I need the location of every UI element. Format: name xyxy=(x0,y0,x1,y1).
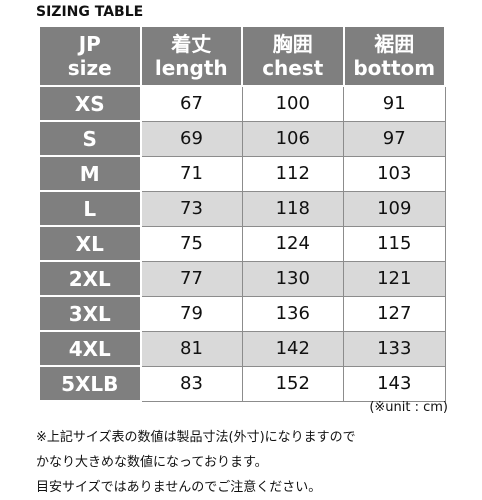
header-line: length xyxy=(154,56,228,80)
size-cell: M xyxy=(38,155,142,192)
size-cell: XL xyxy=(38,225,142,262)
table-row: XL 75 124 115 xyxy=(38,225,446,262)
value-cell: 152 xyxy=(241,365,344,402)
value-cell: 143 xyxy=(343,365,446,402)
header-row: JP size 着丈 length 胸囲 chest 裾囲 bottom xyxy=(38,25,446,87)
value-cell: 81 xyxy=(140,330,243,367)
value-cell: 71 xyxy=(140,155,243,192)
note-line: ※上記サイズ表の数値は製品寸法(外寸)になりますので xyxy=(36,430,356,445)
header-line: JP xyxy=(78,32,101,56)
header-line: 裾囲 xyxy=(374,32,415,56)
value-cell: 100 xyxy=(241,85,344,122)
table-row: 3XL 79 136 127 xyxy=(38,295,446,332)
table-row: 5XLB 83 152 143 xyxy=(38,365,446,402)
note-line: 目安サイズではありませんのでご注意ください。 xyxy=(36,480,322,495)
value-cell: 124 xyxy=(241,225,344,262)
value-cell: 79 xyxy=(140,295,243,332)
value-cell: 77 xyxy=(140,260,243,297)
size-cell: 2XL xyxy=(38,260,142,297)
header-cell: 胸囲 chest xyxy=(241,25,345,87)
header-cell: JP size xyxy=(38,25,142,87)
header-cell: 裾囲 bottom xyxy=(342,25,446,87)
table-row: 4XL 81 142 133 xyxy=(38,330,446,367)
table-row: S 69 106 97 xyxy=(38,120,446,157)
value-cell: 109 xyxy=(343,190,446,227)
table-row: XS 67 100 91 xyxy=(38,85,446,122)
header-line: chest xyxy=(262,56,324,80)
size-cell: 5XLB xyxy=(38,365,142,402)
table-row: L 73 118 109 xyxy=(38,190,446,227)
note-line: かなり大きめな数値になっております。 xyxy=(36,455,268,470)
size-cell: 4XL xyxy=(38,330,142,367)
value-cell: 115 xyxy=(343,225,446,262)
value-cell: 73 xyxy=(140,190,243,227)
unit-note: (※unit : cm) xyxy=(369,400,448,415)
value-cell: 127 xyxy=(343,295,446,332)
value-cell: 112 xyxy=(241,155,344,192)
table-body: XS 67 100 91 S 69 106 97 M 71 112 103 L 73 118 109 XL 75 1… xyxy=(38,85,446,402)
value-cell: 136 xyxy=(241,295,344,332)
value-cell: 91 xyxy=(343,85,446,122)
value-cell: 83 xyxy=(140,365,243,402)
header-line: bottom xyxy=(353,56,436,80)
title: SIZING TABLE xyxy=(36,4,144,20)
table-row: 2XL 77 130 121 xyxy=(38,260,446,297)
size-cell: 3XL xyxy=(38,295,142,332)
header-line: 着丈 xyxy=(171,32,212,56)
size-cell: S xyxy=(38,120,142,157)
header-line: size xyxy=(67,56,112,80)
value-cell: 103 xyxy=(343,155,446,192)
value-cell: 75 xyxy=(140,225,243,262)
value-cell: 67 xyxy=(140,85,243,122)
table-row: M 71 112 103 xyxy=(38,155,446,192)
sizing-table: JP size 着丈 length 胸囲 chest 裾囲 bottom XS 67 100 91 S… xyxy=(38,25,446,402)
header-cell: 着丈 length xyxy=(139,25,243,87)
value-cell: 142 xyxy=(241,330,344,367)
value-cell: 69 xyxy=(140,120,243,157)
value-cell: 121 xyxy=(343,260,446,297)
value-cell: 133 xyxy=(343,330,446,367)
size-cell: L xyxy=(38,190,142,227)
value-cell: 106 xyxy=(241,120,344,157)
header-line: 胸囲 xyxy=(272,32,313,56)
value-cell: 97 xyxy=(343,120,446,157)
value-cell: 130 xyxy=(241,260,344,297)
size-cell: XS xyxy=(38,85,142,122)
value-cell: 118 xyxy=(241,190,344,227)
